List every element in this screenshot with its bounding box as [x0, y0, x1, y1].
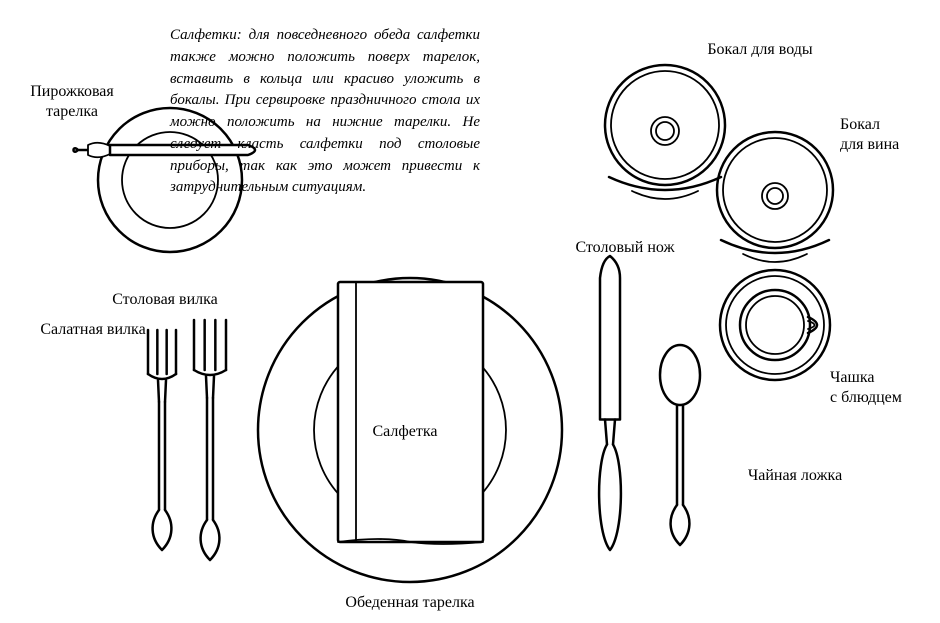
label-napkin: Салфетка	[345, 422, 465, 442]
salad-fork-icon	[148, 330, 176, 550]
label-water-glass: Бокал для воды	[680, 40, 840, 60]
teaspoon-icon	[660, 345, 700, 545]
label-dinner-knife: Столовый нож	[545, 238, 705, 258]
napkin-paragraph: Салфетки: для повседневного обеда салфет…	[170, 25, 480, 199]
dinner-fork-icon	[194, 320, 226, 560]
label-salad-fork: Салатная вилка	[18, 320, 168, 340]
wine-glass-icon	[717, 132, 833, 262]
napkin-icon	[338, 282, 483, 544]
label-cup-saucer: Чашка с блюдцем	[830, 368, 935, 408]
water-glass-icon	[605, 65, 725, 199]
label-dinner-fork: Столовая вилка	[80, 290, 250, 310]
label-dinner-plate: Обеденная тарелка	[310, 593, 510, 613]
cup-saucer-icon	[720, 270, 830, 380]
label-bread-plate: Пирожковая тарелка	[12, 82, 132, 122]
dinner-knife-icon	[599, 256, 621, 550]
label-wine-glass: Бокал для вина	[840, 115, 935, 155]
label-teaspoon: Чайная ложка	[720, 466, 870, 486]
